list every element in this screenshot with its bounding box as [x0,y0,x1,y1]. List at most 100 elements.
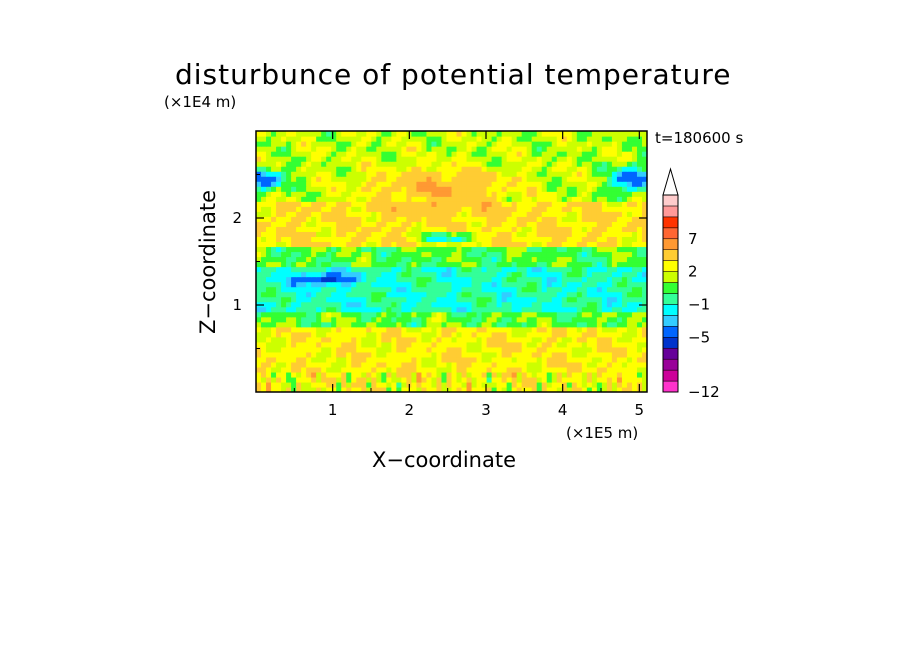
field-cell [306,376,312,383]
field-cell [366,286,372,293]
field-cell [306,301,312,308]
field-cell [636,331,643,338]
field-cell [586,211,593,217]
field-cell [336,301,342,308]
field-cell [256,286,262,293]
field-cell [281,196,287,202]
field-cell [551,336,558,343]
field-cell [486,136,493,142]
field-cell [511,266,518,273]
field-cell [326,201,332,207]
field-cell [506,341,513,348]
field-cell [621,361,628,368]
field-cell [276,226,282,232]
field-cell [446,266,453,273]
field-cell [466,176,473,182]
field-cell [441,346,448,353]
field-cell [346,336,352,343]
field-cell [476,251,483,258]
field-cell [481,186,488,192]
field-cell [591,161,598,167]
field-cell [416,271,423,278]
field-cell [451,321,458,328]
field-cell [406,156,412,162]
field-cell [386,371,392,378]
field-cell [256,271,262,278]
field-cell [346,241,352,248]
field-cell [526,196,533,202]
field-cell [606,246,613,253]
field-cell [436,376,443,383]
field-cell [446,356,453,363]
field-cell [336,246,342,253]
field-cell [516,156,523,162]
field-cell [526,301,533,308]
field-cell [571,166,578,172]
field-cell [416,226,423,232]
field-cell [596,246,603,253]
field-cell [591,381,598,388]
field-cell [286,161,292,167]
field-cell [516,346,523,353]
field-cell [361,146,367,152]
field-cell [486,326,493,333]
field-cell [406,336,412,343]
field-cell [306,141,312,147]
field-cell [531,226,538,232]
field-cell [406,166,412,172]
field-cell [511,321,518,328]
field-cell [271,206,277,212]
field-cell [511,201,518,207]
field-cell [361,306,367,313]
field-cell [576,376,583,383]
field-cell [386,296,392,303]
field-cell [456,276,463,283]
field-cell [301,296,307,303]
field-cell [631,231,638,237]
field-cell [346,211,352,217]
field-cell [346,191,352,197]
field-cell [596,161,603,167]
field-cell [441,201,448,207]
field-cell [456,156,463,162]
field-cell [346,156,352,162]
field-cell [456,386,463,392]
field-cell [456,231,463,237]
field-cell [331,321,337,328]
field-cell [456,186,463,192]
field-cell [406,286,412,293]
field-cell [336,376,342,383]
field-cell [416,371,423,378]
field-cell [631,356,638,363]
field-cell [341,216,347,222]
field-cell [476,351,483,358]
field-cell [551,196,558,202]
field-cell [626,231,633,237]
field-cell [416,146,423,152]
field-cell [481,136,488,142]
field-cell [311,286,317,293]
field-cell [351,266,357,273]
field-cell [556,376,563,383]
field-cell [451,296,458,303]
field-cell [431,291,438,298]
colorbar-segment [662,347,679,360]
field-cell [381,236,387,243]
field-cell [626,306,633,313]
field-cell [256,341,262,348]
field-cell [631,256,638,263]
field-cell [606,191,613,197]
field-cell [356,286,362,293]
field-cell [546,301,553,308]
field-cell [546,296,553,303]
field-cell [266,166,272,172]
field-cell [436,316,443,323]
field-cell [601,166,608,172]
field-cell [286,376,292,383]
field-cell [456,146,463,152]
field-cell [546,306,553,313]
field-cell [641,311,647,318]
field-cell [586,156,593,162]
field-cell [281,371,287,378]
field-cell [426,161,433,167]
